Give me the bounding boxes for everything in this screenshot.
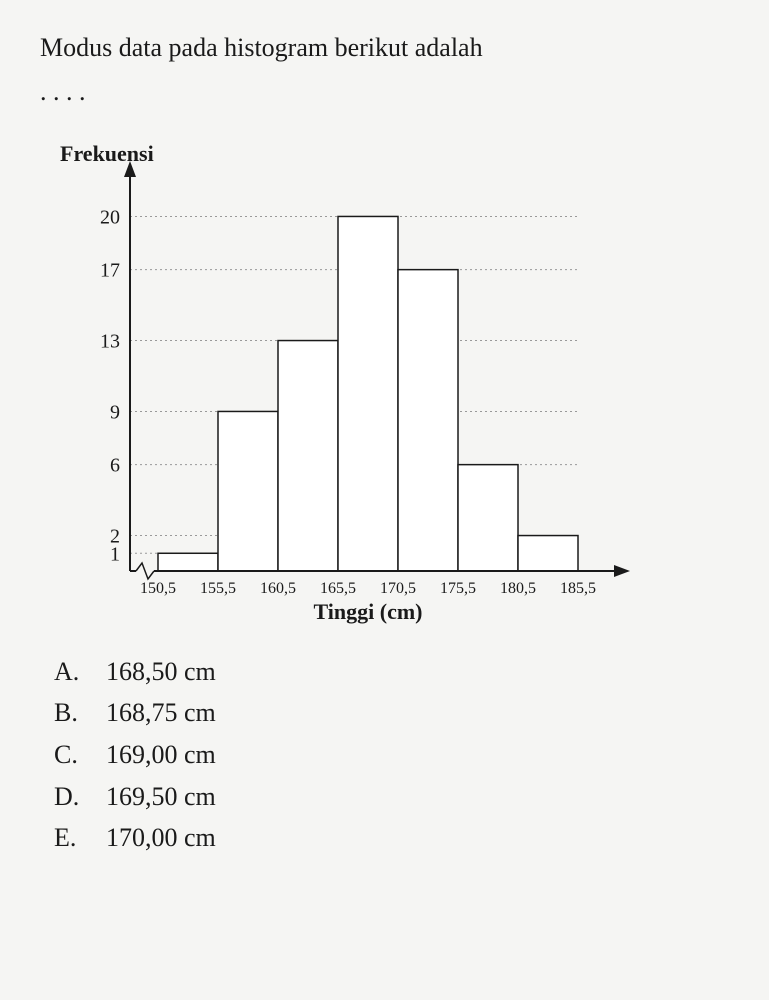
option-value: 168,75 cm xyxy=(106,692,216,734)
option-letter: B. xyxy=(54,692,82,734)
option-d: D. 169,50 cm xyxy=(54,776,729,818)
option-letter: E. xyxy=(54,817,82,859)
svg-text:180,5: 180,5 xyxy=(500,580,536,597)
svg-text:155,5: 155,5 xyxy=(200,580,236,597)
option-value: 169,00 cm xyxy=(106,734,216,776)
option-b: B. 168,75 cm xyxy=(54,692,729,734)
option-letter: A. xyxy=(54,651,82,693)
svg-text:175,5: 175,5 xyxy=(440,580,476,597)
option-value: 168,50 cm xyxy=(106,651,216,693)
option-value: 170,00 cm xyxy=(106,817,216,859)
svg-text:Tinggi (cm): Tinggi (cm) xyxy=(314,599,423,624)
question-text: Modus data pada histogram berikut adalah xyxy=(40,30,729,66)
option-letter: D. xyxy=(54,776,82,818)
histogram-chart: Frekuensi1269131720150,5155,5160,5165,51… xyxy=(60,131,729,631)
svg-text:6: 6 xyxy=(110,454,120,476)
svg-text:Frekuensi: Frekuensi xyxy=(60,141,154,166)
svg-text:20: 20 xyxy=(100,206,120,228)
option-a: A. 168,50 cm xyxy=(54,651,729,693)
option-letter: C. xyxy=(54,734,82,776)
option-value: 169,50 cm xyxy=(106,776,216,818)
svg-text:9: 9 xyxy=(110,401,120,423)
svg-text:150,5: 150,5 xyxy=(140,580,176,597)
option-e: E. 170,00 cm xyxy=(54,817,729,859)
svg-text:13: 13 xyxy=(100,330,120,352)
svg-text:185,5: 185,5 xyxy=(560,580,596,597)
svg-text:160,5: 160,5 xyxy=(260,580,296,597)
chart-svg: Frekuensi1269131720150,5155,5160,5165,51… xyxy=(60,131,640,631)
svg-text:17: 17 xyxy=(100,259,120,281)
question-main: Modus data pada histogram berikut adalah xyxy=(40,33,483,62)
answer-options: A. 168,50 cm B. 168,75 cm C. 169,00 cm D… xyxy=(54,651,729,859)
svg-text:170,5: 170,5 xyxy=(380,580,416,597)
question-dots: . . . . xyxy=(40,74,729,110)
svg-text:2: 2 xyxy=(110,525,120,547)
svg-text:165,5: 165,5 xyxy=(320,580,356,597)
option-c: C. 169,00 cm xyxy=(54,734,729,776)
